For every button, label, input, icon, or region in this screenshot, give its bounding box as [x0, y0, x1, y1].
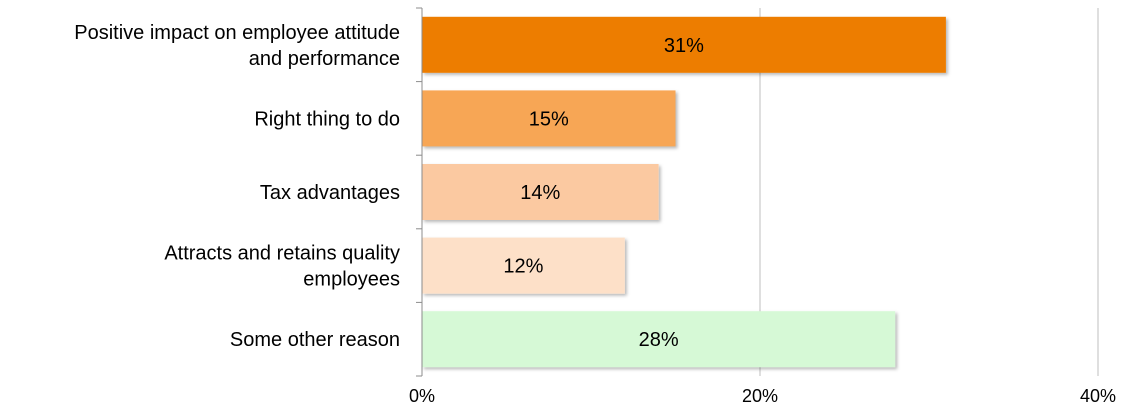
- x-tick-label: 0%: [409, 386, 435, 406]
- category-label: employees: [303, 269, 400, 291]
- bar: [422, 237, 625, 294]
- data-label: 31%: [664, 35, 704, 57]
- data-label: 14%: [520, 182, 560, 204]
- category-label: and performance: [249, 48, 400, 70]
- bar: [422, 90, 676, 147]
- x-axis: 0% 20% 40%: [409, 386, 1116, 406]
- bar: [422, 164, 659, 220]
- category-label: Attracts and retains quality: [164, 243, 400, 265]
- data-label: 28%: [639, 329, 679, 351]
- category-label: Tax advantages: [260, 182, 400, 204]
- bars: 31% 15% 14% 12% 28%: [422, 16, 946, 368]
- x-tick-label: 40%: [1080, 386, 1116, 406]
- data-label: 15%: [529, 108, 569, 130]
- x-tick-label: 20%: [742, 386, 778, 406]
- category-label: Right thing to do: [254, 108, 400, 130]
- bar: [422, 311, 896, 368]
- category-label: Some other reason: [230, 329, 400, 351]
- bar: [422, 16, 946, 73]
- y-axis: Positive impact on employee attitude and …: [74, 7, 423, 377]
- category-label: Positive impact on employee attitude: [74, 22, 400, 44]
- data-label: 12%: [503, 256, 543, 278]
